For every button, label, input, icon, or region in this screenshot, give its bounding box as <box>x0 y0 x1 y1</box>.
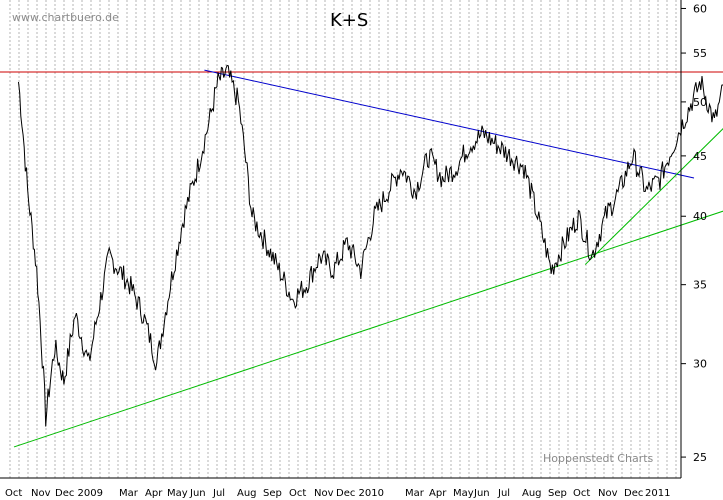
y-tick-label: 60 <box>693 2 707 15</box>
y-tick-label: 40 <box>693 210 707 223</box>
x-axis-labels: Oct Nov Dec 2009 Mar Apr May Jun Jul Aug Sep Oct No… <box>5 488 670 499</box>
x-tick-label: Aug <box>522 488 542 499</box>
x-tick-label: Nov <box>31 488 51 499</box>
chart-title: K+S <box>330 10 369 31</box>
trendline <box>204 69 695 179</box>
trendline <box>584 128 723 265</box>
x-tick-label: Aug <box>237 488 257 499</box>
x-tick-label: Mar <box>405 488 425 499</box>
x-tick-label: Mar <box>119 488 139 499</box>
x-tick-label: Jun <box>473 488 490 499</box>
x-tick-label: May <box>453 488 474 499</box>
x-tick-label: Apr <box>429 488 447 499</box>
price-series <box>18 64 723 427</box>
y-tick-label: 35 <box>693 279 707 292</box>
source-credit: Hoppenstedt Charts <box>543 452 654 465</box>
price-line <box>18 64 723 427</box>
watermark-text: www.chartbuero.de <box>12 11 119 24</box>
x-tick-label: Nov <box>314 488 334 499</box>
y-tick-label: 45 <box>693 150 707 163</box>
trendlines <box>0 69 723 448</box>
x-tick-label: Oct <box>573 488 590 499</box>
x-tick-label: Apr <box>145 488 163 499</box>
x-tick-label: Sep <box>548 488 567 499</box>
x-tick-label: Jun <box>189 488 206 499</box>
y-tick-label: 25 <box>693 451 707 464</box>
x-tick-label: Jul <box>212 488 225 499</box>
y-axis-ticks: 25 30 35 40 45 50 55 60 <box>681 2 707 464</box>
x-tick-label: Dec 2009 <box>55 488 103 499</box>
trendline <box>13 210 723 448</box>
x-tick-label: 2011 <box>645 488 670 499</box>
x-tick-label: Oct <box>5 488 22 499</box>
x-tick-label: Jul <box>497 488 510 499</box>
x-tick-label: Dec 2010 <box>336 488 384 499</box>
x-tick-label: Dec <box>624 488 643 499</box>
y-tick-label: 55 <box>693 47 707 60</box>
y-tick-label: 30 <box>693 358 707 371</box>
y-tick-label: 50 <box>693 96 707 109</box>
x-tick-label: May <box>167 488 188 499</box>
x-tick-label: Sep <box>263 488 282 499</box>
x-tick-label: Oct <box>289 488 306 499</box>
x-tick-label: Nov <box>598 488 618 499</box>
